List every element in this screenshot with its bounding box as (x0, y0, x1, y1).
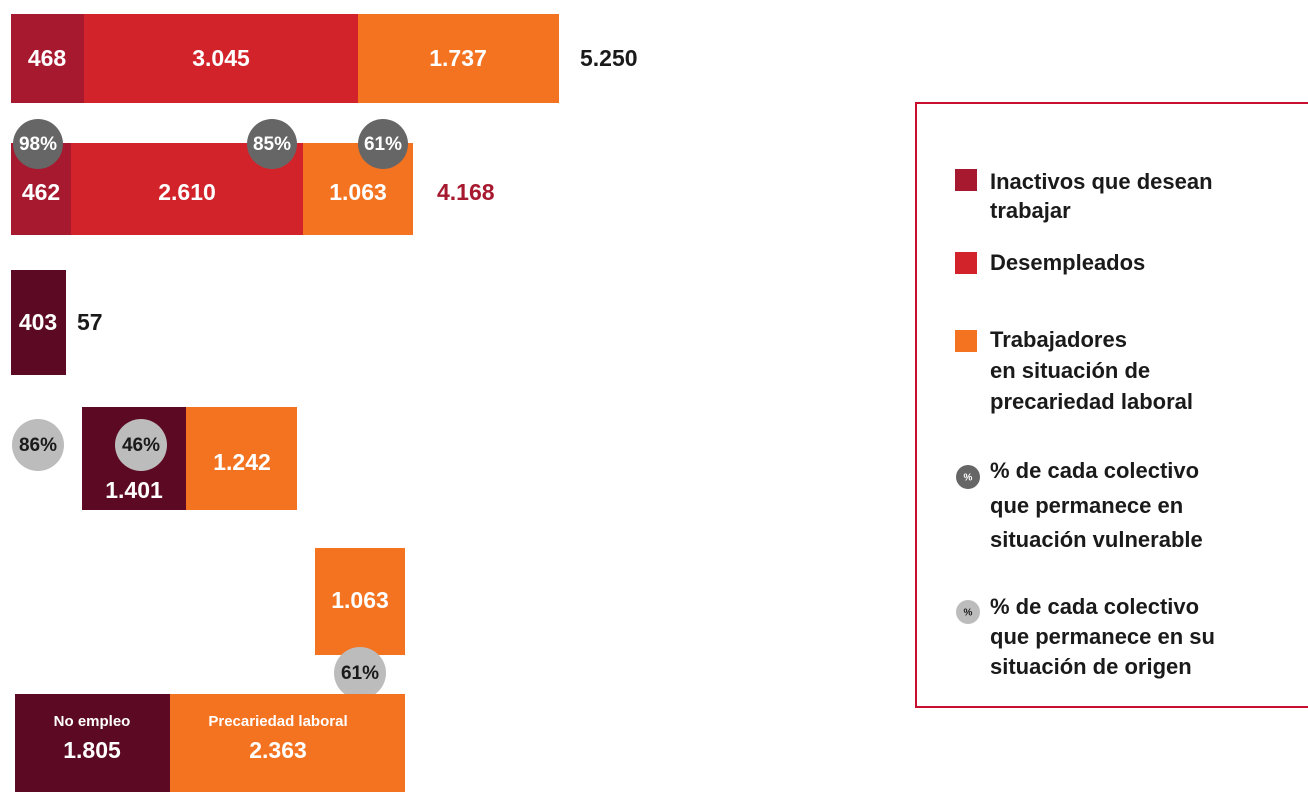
legend-text: Inactivos que desean (990, 169, 1213, 194)
percent-label: 46% (122, 435, 160, 456)
legend-symbol (956, 600, 980, 624)
legend-text: Desempleados (990, 250, 1145, 275)
percent-circle (358, 119, 408, 169)
percent-circle (247, 119, 297, 169)
result-value: 2.363 (249, 737, 307, 763)
legend-text: precariedad laboral (990, 389, 1193, 414)
segment-label: 468 (28, 45, 67, 71)
segment (11, 270, 66, 375)
result-box (15, 694, 170, 792)
result-label: No empleo (54, 713, 131, 730)
percent-label: 61% (364, 134, 402, 155)
segment-label: 3.045 (192, 45, 250, 71)
segment (186, 407, 297, 510)
percent-circle (115, 419, 167, 471)
percent-circle (13, 119, 63, 169)
percent-label: 61% (341, 663, 379, 684)
result-box (170, 694, 405, 792)
legend-text: que permanece en su (990, 624, 1215, 649)
segment-label: 2.610 (158, 179, 216, 205)
segment-label: 1.401 (105, 477, 163, 503)
result-label: Precariedad laboral (208, 713, 347, 730)
total-label: 5.250 (580, 45, 638, 71)
segment (84, 14, 358, 103)
legend-box (915, 102, 1308, 708)
legend-swatch (955, 330, 977, 352)
segment-label: 1.063 (331, 587, 389, 613)
legend-swatch (955, 252, 977, 274)
percent-circle (12, 419, 64, 471)
legend-text: % de cada colectivo (990, 458, 1199, 483)
segment (315, 548, 405, 655)
percent-label: 98% (19, 134, 57, 155)
segment-label: 1.242 (213, 449, 271, 475)
legend-symbol (956, 465, 980, 489)
legend-text: Trabajadores (990, 327, 1127, 352)
result-value: 1.805 (63, 737, 121, 763)
legend-symbol-text: % (964, 608, 973, 619)
legend-text: en situación de (990, 358, 1150, 383)
legend-symbol-text: % (964, 473, 973, 484)
percent-label: 86% (19, 435, 57, 456)
legend-text: % de cada colectivo (990, 594, 1199, 619)
segment-label: 1.737 (429, 45, 487, 71)
total-label: 57 (77, 309, 103, 335)
legend-text: que permanece en (990, 493, 1183, 518)
legend-text: situación vulnerable (990, 527, 1203, 552)
segment (11, 14, 84, 103)
total-label: 4.168 (437, 179, 495, 205)
legend-swatch (955, 169, 977, 191)
segment-label: 462 (22, 179, 60, 205)
legend-text: situación de origen (990, 654, 1192, 679)
segment (358, 14, 559, 103)
percent-label: 85% (253, 134, 291, 155)
segment-label: 403 (19, 309, 57, 335)
segment-label: 1.063 (329, 179, 387, 205)
percent-circle (334, 647, 386, 699)
legend-text: trabajar (990, 198, 1071, 223)
